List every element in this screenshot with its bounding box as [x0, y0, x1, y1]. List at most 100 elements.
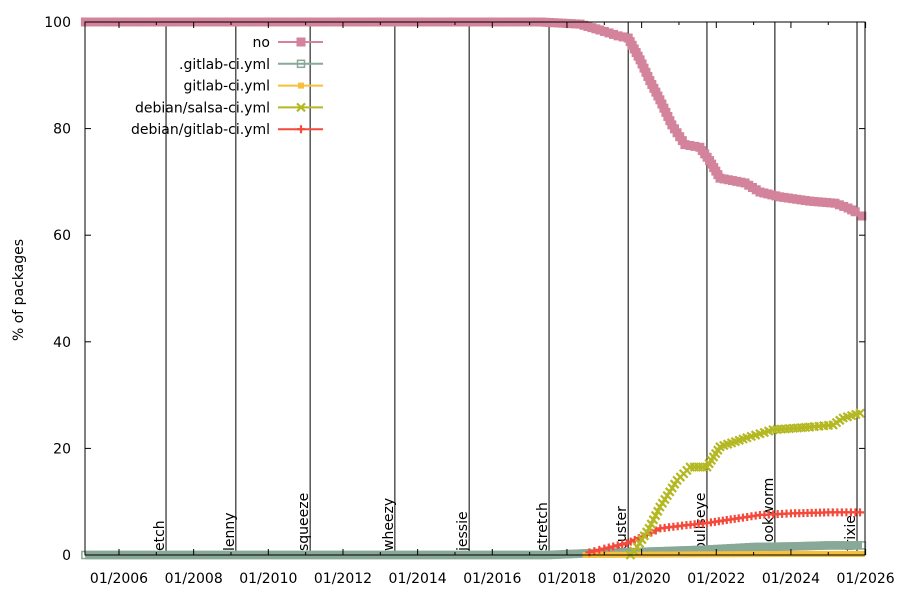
data-point [854, 550, 861, 557]
legend-marker [296, 102, 306, 113]
data-point [609, 29, 619, 39]
data-point [688, 551, 695, 558]
plot-border [84, 21, 866, 556]
data-point [740, 551, 747, 558]
data-point [599, 26, 609, 36]
data-point [792, 550, 799, 557]
data-point [651, 526, 660, 535]
y-axis-label: % of packages [11, 239, 27, 341]
data-point [684, 551, 691, 558]
data-point [701, 551, 708, 558]
legend-marker [296, 59, 306, 69]
data-point [804, 550, 811, 557]
data-point [697, 551, 704, 558]
y-tick-label: 20 [53, 441, 71, 457]
data-point [622, 539, 631, 548]
release-lines: etch lenny squeeze wheezy jessie stretch buste… [152, 22, 859, 555]
legend-marker [298, 82, 304, 89]
data-point [766, 551, 773, 558]
release-label-etch: etch [152, 520, 168, 551]
data-point [808, 550, 815, 557]
data-point [740, 543, 749, 552]
series-debian-salsa-ci-yml [625, 408, 865, 560]
legend-label: debian/gitlab-ci.yml [131, 122, 270, 138]
x-tick-label: 01/2008 [165, 571, 223, 587]
legend: no .gitlab-ci.yml gitlab-ci.yml debian/sals… [131, 35, 323, 138]
data-point [706, 551, 713, 558]
data-point [757, 551, 764, 558]
data-point [749, 551, 756, 558]
x-tick-label: 01/2026 [837, 571, 895, 587]
release-label-jessie: jessie [455, 511, 471, 552]
data-point [812, 550, 819, 557]
legend-label: no [253, 35, 270, 51]
legend-marker [297, 125, 305, 134]
legend-item: debian/salsa-ci.yml [135, 100, 323, 116]
legend-item: debian/gitlab-ci.yml [131, 122, 323, 138]
x-tick-label: 01/2010 [239, 571, 297, 587]
data-point [604, 28, 614, 38]
data-point [858, 550, 865, 557]
data-point [671, 551, 678, 558]
data-point [850, 550, 857, 557]
x-tick-label: 01/2018 [538, 571, 596, 587]
y-tick-label: 60 [53, 228, 71, 244]
y-tick-label: 40 [53, 335, 71, 351]
data-point [595, 25, 605, 35]
legend-label: gitlab-ci.yml [183, 79, 270, 95]
data-point [714, 551, 721, 558]
data-point [857, 211, 867, 221]
y-tick-label: 100 [44, 15, 71, 31]
data-point [680, 140, 690, 150]
legend-label: .gitlab-ci.yml [179, 57, 270, 73]
data-point [855, 408, 865, 418]
data-point [856, 508, 864, 517]
data-point [783, 550, 790, 557]
data-point [613, 31, 623, 41]
legend-item: gitlab-ci.yml [183, 79, 323, 95]
x-tick-label: 01/2014 [389, 571, 447, 587]
data-point [846, 550, 853, 557]
data-point [693, 551, 700, 558]
data-point [744, 543, 754, 552]
release-label-lenny: lenny [222, 512, 238, 551]
data-point [618, 32, 628, 42]
x-tick-label: 01/2016 [463, 571, 521, 587]
data-point [850, 207, 860, 217]
data-point [736, 551, 743, 558]
series-group [80, 17, 867, 560]
data-point [770, 551, 777, 558]
y-tick-label: 80 [53, 122, 71, 138]
data-point [833, 550, 840, 557]
series-debian-gitlab-ci-yml [585, 508, 864, 557]
legend-label: debian/salsa-ci.yml [135, 100, 270, 116]
x-tick-label: 01/2006 [90, 571, 148, 587]
data-point [719, 551, 726, 558]
data-point [817, 550, 824, 557]
data-point [779, 550, 786, 557]
data-point [829, 550, 836, 557]
release-label-squeeze: squeeze [296, 493, 312, 551]
x-tick-label: 01/2020 [613, 571, 671, 587]
data-point [838, 550, 845, 557]
data-point [626, 537, 635, 546]
release-label-stretch: stretch [535, 502, 551, 551]
data-point [762, 551, 769, 558]
data-point [800, 550, 807, 557]
data-point [685, 140, 695, 150]
data-point [753, 551, 760, 558]
data-point [796, 550, 803, 557]
legend-marker [296, 37, 306, 47]
data-point [731, 551, 738, 558]
release-label-bullseye: bullseye [693, 493, 709, 551]
axes: 01/2006 01/2008 01/2010 01/2012 01/2014 01/20… [44, 15, 895, 587]
data-point [590, 547, 599, 556]
data-point [821, 550, 828, 557]
data-point [775, 550, 782, 557]
y-tick-label: 0 [62, 548, 71, 564]
legend-item: no [253, 35, 323, 51]
x-tick-label: 01/2024 [762, 571, 820, 587]
x-tick-label: 01/2012 [314, 571, 372, 587]
legend-item: .gitlab-ci.yml [179, 57, 323, 73]
